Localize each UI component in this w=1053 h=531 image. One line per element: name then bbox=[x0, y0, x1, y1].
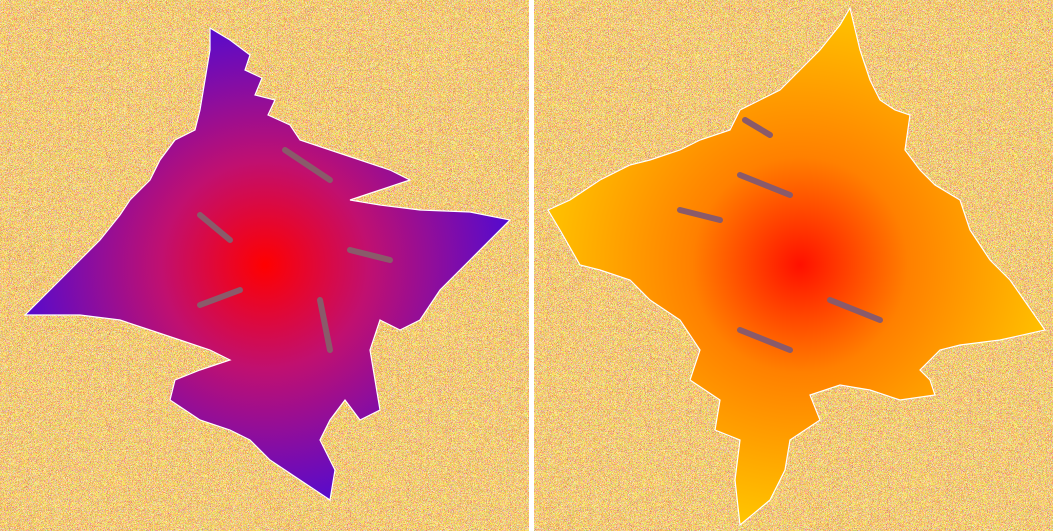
scene bbox=[0, 0, 1053, 531]
page bbox=[0, 0, 1053, 531]
